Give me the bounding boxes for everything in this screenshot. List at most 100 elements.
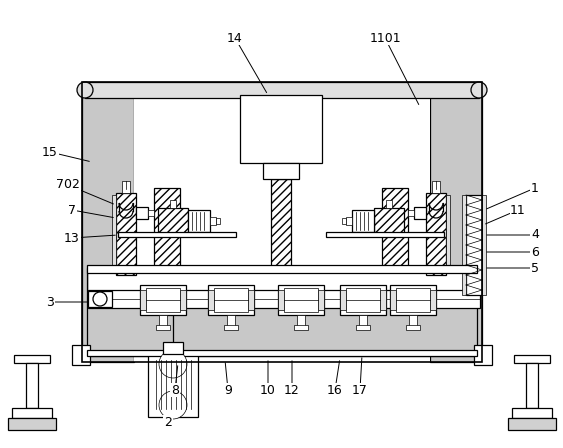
Bar [116, 193, 136, 275]
Bar [352, 210, 374, 232]
Bar [156, 325, 170, 330]
Bar [340, 285, 386, 315]
Bar [88, 290, 480, 308]
Bar [297, 315, 305, 327]
Text: 17: 17 [352, 383, 368, 396]
Bar [263, 163, 299, 179]
Bar [214, 288, 248, 312]
Circle shape [159, 391, 187, 419]
Bar [396, 288, 430, 312]
Bar [89, 270, 475, 300]
Bar [82, 82, 482, 362]
Text: 11: 11 [510, 203, 526, 216]
Bar [508, 418, 556, 430]
Bar [87, 268, 477, 356]
Bar [409, 315, 417, 327]
Circle shape [77, 82, 93, 98]
Bar [374, 208, 404, 234]
Bar [294, 325, 308, 330]
Text: 3: 3 [46, 296, 54, 309]
Bar [140, 290, 146, 310]
Bar [136, 207, 148, 219]
Circle shape [93, 292, 107, 306]
Bar [148, 352, 198, 417]
Bar [342, 218, 346, 224]
Bar [87, 350, 477, 356]
Bar [8, 418, 56, 430]
Bar [432, 181, 440, 193]
Bar [216, 218, 220, 224]
Text: 1101: 1101 [369, 31, 401, 44]
Bar [118, 232, 236, 237]
Bar [380, 290, 386, 310]
Bar [390, 290, 396, 310]
Bar [271, 179, 291, 272]
Bar [446, 195, 450, 273]
Bar [318, 290, 324, 310]
Text: 5: 5 [531, 262, 539, 275]
Bar [112, 195, 116, 273]
Bar [514, 355, 550, 363]
Bar [466, 195, 482, 295]
Text: 702: 702 [56, 178, 80, 191]
Bar [430, 290, 436, 310]
Bar [382, 188, 408, 270]
Bar [414, 207, 426, 219]
Bar [159, 315, 167, 327]
Text: 14: 14 [227, 31, 243, 44]
Bar [88, 291, 112, 307]
Bar [278, 285, 324, 315]
Bar [82, 88, 134, 362]
Bar [340, 290, 346, 310]
Text: 15: 15 [42, 146, 58, 159]
Bar [14, 355, 50, 363]
Text: 8: 8 [171, 383, 179, 396]
Bar [188, 210, 210, 232]
Bar [356, 325, 370, 330]
Bar [227, 315, 235, 327]
Bar [208, 285, 254, 315]
Bar [248, 290, 254, 310]
Text: 4: 4 [531, 228, 539, 241]
Bar [208, 290, 214, 310]
Bar [26, 363, 38, 408]
Bar [526, 363, 538, 408]
Bar [240, 95, 322, 163]
Bar [154, 188, 180, 270]
Bar [12, 408, 52, 418]
Bar [170, 200, 176, 208]
Bar [390, 285, 436, 315]
Text: 7: 7 [68, 203, 76, 216]
Bar [359, 315, 367, 327]
Bar [85, 82, 479, 98]
Bar [346, 217, 352, 225]
Bar [426, 193, 446, 275]
Bar [140, 285, 186, 315]
Bar [72, 345, 90, 365]
Text: 1: 1 [531, 181, 539, 194]
Bar [87, 265, 477, 273]
Bar [224, 325, 238, 330]
Bar [163, 342, 183, 354]
Bar [346, 288, 380, 312]
Text: 12: 12 [284, 383, 300, 396]
Bar [284, 288, 318, 312]
Bar [148, 210, 154, 216]
Bar [278, 290, 284, 310]
Text: 2: 2 [164, 415, 172, 428]
Circle shape [471, 82, 487, 98]
Bar [430, 88, 482, 362]
Circle shape [159, 350, 187, 378]
Bar [134, 98, 430, 362]
Text: 9: 9 [224, 383, 232, 396]
Bar [386, 200, 392, 208]
Bar [122, 181, 130, 193]
Text: 10: 10 [260, 383, 276, 396]
Bar [462, 195, 466, 295]
Bar [210, 217, 216, 225]
Bar [180, 290, 186, 310]
Bar [474, 345, 492, 365]
Bar [158, 208, 188, 234]
Text: 16: 16 [327, 383, 343, 396]
Bar [326, 232, 444, 237]
